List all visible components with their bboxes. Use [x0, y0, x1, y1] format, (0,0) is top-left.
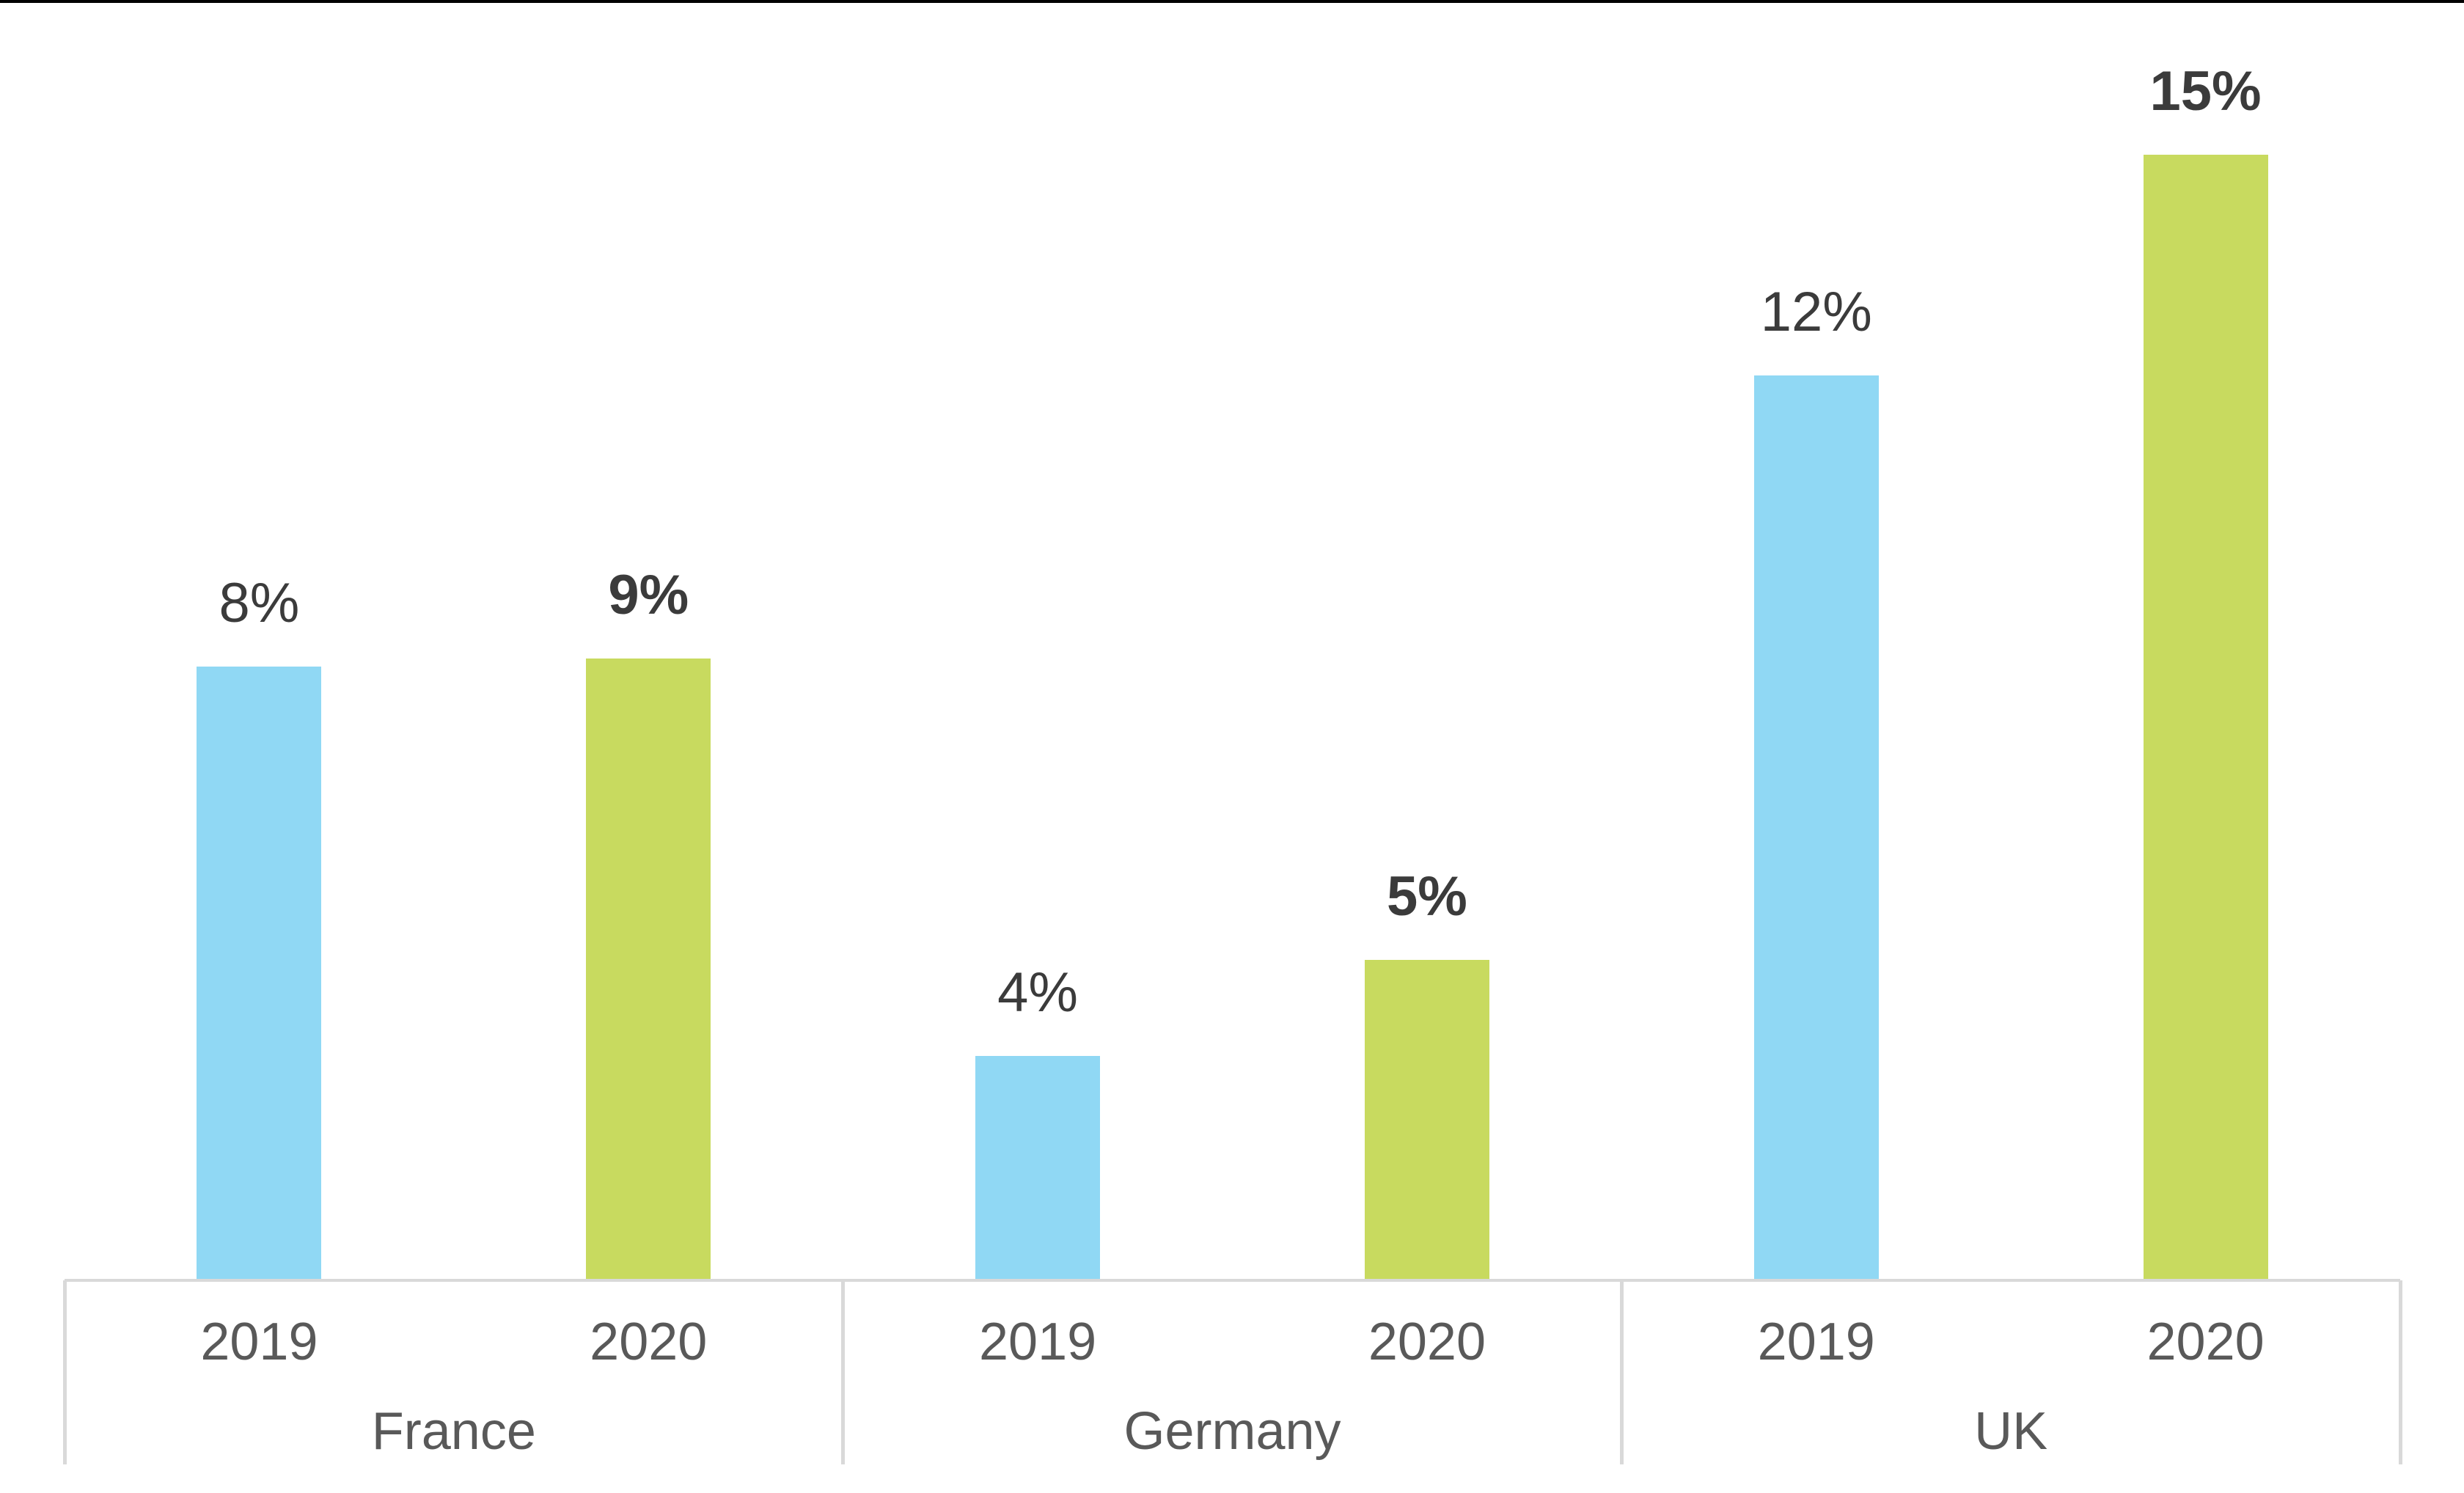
year-label-germany-2019: 2019 [978, 1313, 1097, 1371]
top-edge-line [0, 0, 2464, 3]
data-label-france-2020: 9% [608, 564, 689, 626]
data-label-germany-2019: 4% [997, 961, 1078, 1024]
data-label-germany-2020: 5% [1386, 865, 1467, 928]
bar-germany-2020 [1364, 960, 1489, 1282]
axis-divider [841, 1280, 846, 1464]
bar-france-2020 [586, 659, 711, 1282]
bar-uk-2019 [1753, 375, 1879, 1282]
data-label-uk-2019: 12% [1760, 281, 1872, 343]
year-label-uk-2020: 2020 [2146, 1313, 2265, 1371]
data-label-uk-2020: 15% [2149, 60, 2262, 122]
year-label-france-2020: 2020 [590, 1313, 708, 1371]
year-label-uk-2019: 2019 [1757, 1313, 1875, 1371]
x-axis-line [65, 1279, 2400, 1282]
bar-france-2019 [197, 667, 322, 1282]
year-label-germany-2020: 2020 [1368, 1313, 1486, 1371]
bar-germany-2019 [975, 1056, 1101, 1282]
axis-divider [2398, 1280, 2402, 1464]
axis-divider [1619, 1280, 1624, 1464]
bar-uk-2020 [2143, 155, 2268, 1282]
country-label-uk: UK [1974, 1402, 2048, 1461]
axis-divider [62, 1280, 67, 1464]
country-label-germany: Germany [1123, 1402, 1341, 1461]
data-label-france-2019: 8% [219, 572, 300, 634]
year-label-france-2019: 2019 [200, 1313, 318, 1371]
country-label-france: France [371, 1402, 536, 1461]
